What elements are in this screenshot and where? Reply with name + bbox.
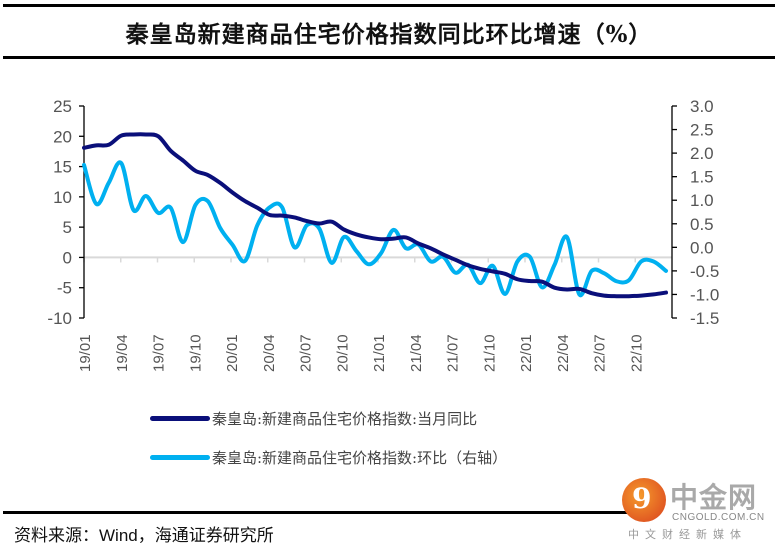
right-axis-tick-label: 3.0 (690, 97, 714, 116)
watermark-logo: 9 中金网 CNGOLD.COM.CN 中文财经新媒体 (620, 476, 770, 542)
x-tick-label: 19/10 (187, 334, 204, 372)
right-axis-tick-label: 0.0 (690, 238, 714, 257)
legend-item-mom: 秦皇岛:新建商品住宅价格指数:环比（右轴） (150, 447, 507, 468)
source-note: 资料来源：Wind，海通证券研究所 (14, 521, 274, 546)
source-rest: ，海通证券研究所 (137, 526, 274, 546)
logo-tagline: 中文财经新媒体 (628, 528, 747, 541)
x-tick-label: 22/04 (555, 334, 572, 372)
series-line-mom (82, 160, 668, 298)
top-rule (3, 4, 775, 7)
title-rule (3, 56, 775, 59)
legend-label-yoy: 秦皇岛:新建商品住宅价格指数:当月同比 (212, 410, 478, 428)
x-tick-label: 20/01 (224, 334, 241, 372)
footer-rule (3, 511, 628, 514)
right-axis-tick-label: 2.5 (690, 121, 714, 140)
left-axis-tick-label: 25 (53, 97, 72, 116)
legend-swatch-yoy (150, 416, 210, 421)
legend-label-mom: 秦皇岛:新建商品住宅价格指数:环比（右轴） (212, 449, 508, 467)
x-tick-label: 21/04 (408, 334, 425, 372)
left-axis-tick-label: 10 (53, 188, 72, 207)
series-line-yoy (82, 132, 668, 299)
right-axis-tick-label: 2.0 (690, 144, 714, 163)
chart-area: 19/01 19/04 19/07 19/10 20/01 20/04 20/07 20/10… (47, 97, 719, 372)
x-tick-label: 19/01 (77, 334, 94, 372)
right-axis-tick-label: -1.0 (690, 285, 719, 304)
x-tick-label: 22/01 (518, 334, 535, 372)
right-axis-tick-label: 1.0 (690, 191, 714, 210)
x-tick-label: 21/07 (445, 334, 462, 372)
x-tick-label: 22/07 (592, 334, 609, 372)
x-tick-label: 19/07 (151, 334, 168, 372)
left-axis-tick-label: 0 (63, 248, 72, 267)
source-wind: Wind (99, 526, 138, 545)
right-axis-tick-label: 0.5 (690, 215, 714, 234)
x-tick-label: 20/07 (298, 334, 315, 372)
x-tick-label: 22/10 (628, 334, 645, 372)
left-axis-tick-label: -10 (47, 309, 72, 328)
logo-icon: 9 (622, 478, 666, 522)
right-axis-tick-label: -1.5 (690, 309, 719, 328)
series-lines (82, 132, 668, 299)
x-tick-label: 19/04 (114, 334, 131, 372)
chart-title: 秦皇岛新建商品住宅价格指数同比环比增速（%） (125, 21, 653, 48)
x-tick-label: 21/10 (481, 334, 498, 372)
legend-item-yoy: 秦皇岛:新建商品住宅价格指数:当月同比 (150, 408, 477, 429)
source-label: 资料来源： (14, 526, 99, 546)
x-tick-label: 20/10 (334, 334, 351, 372)
axes: 19/01 19/04 19/07 19/10 20/01 20/04 20/07 20/10… (47, 97, 719, 372)
right-axis-tick-label: 1.5 (690, 168, 714, 187)
left-axis-tick-label: -5 (57, 279, 72, 298)
right-axis-tick-label: -0.5 (690, 262, 719, 281)
left-axis-tick-label: 20 (53, 127, 72, 146)
logo-url: CNGOLD.COM.CN (672, 512, 765, 523)
legend-swatch-mom (150, 455, 210, 460)
left-axis-tick-label: 15 (53, 158, 72, 177)
x-tick-label: 20/04 (261, 334, 278, 372)
logo-name: 中金网 (670, 481, 758, 514)
left-axis-tick-label: 5 (63, 218, 72, 237)
x-tick-label: 21/01 (371, 334, 388, 372)
